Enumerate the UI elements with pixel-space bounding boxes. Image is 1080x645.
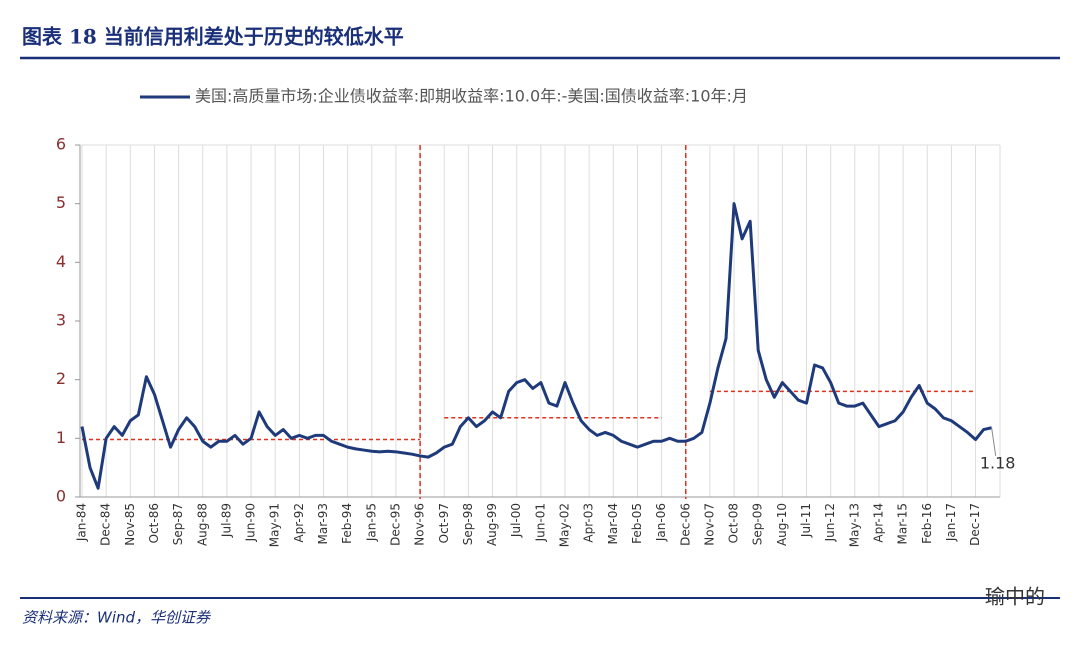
x-tick-label: Dec-95 bbox=[388, 503, 402, 546]
x-tick-label: May-91 bbox=[268, 503, 282, 547]
x-tick-label: Sep-09 bbox=[751, 503, 765, 545]
x-tick-label: Apr-03 bbox=[582, 503, 596, 543]
x-tick-label: Feb-94 bbox=[340, 503, 354, 544]
source: 资料来源：Wind，华创证券 bbox=[22, 609, 211, 627]
y-tick-label: 1 bbox=[56, 428, 66, 447]
x-tick-label: Jan-06 bbox=[654, 503, 668, 542]
x-tick-label: Dec-84 bbox=[99, 503, 113, 546]
data-label: 1.18 bbox=[980, 453, 1016, 472]
x-tick-label: Sep-87 bbox=[171, 503, 185, 545]
x-tick-label: Mar-93 bbox=[316, 503, 330, 544]
x-tick-label: Jun-01 bbox=[533, 503, 547, 542]
x-tick-label: Jul-89 bbox=[219, 503, 233, 538]
x-tick-label: Jan-84 bbox=[75, 503, 89, 542]
y-tick-label: 0 bbox=[56, 487, 66, 506]
x-tick-label: May-13 bbox=[847, 503, 861, 547]
x-tick-label: Dec-06 bbox=[678, 503, 692, 546]
x-tick-label: Feb-16 bbox=[920, 503, 934, 544]
legend-label: 美国:高质量市场:企业债收益率:即期收益率:10.0年:-美国:国债收益率:10… bbox=[195, 87, 748, 106]
y-tick-label: 4 bbox=[56, 252, 66, 271]
x-tick-label: Oct-97 bbox=[437, 503, 451, 543]
x-tick-label: Sep-98 bbox=[461, 503, 475, 545]
x-tick-label: Jun-90 bbox=[244, 503, 258, 542]
x-tick-label: Mar-15 bbox=[896, 503, 910, 544]
x-tick-label: Oct-86 bbox=[147, 503, 161, 543]
x-tick-label: Aug-88 bbox=[195, 503, 209, 546]
x-tick-label: Jan-95 bbox=[364, 503, 378, 542]
x-tick-label: Nov-96 bbox=[413, 503, 427, 546]
x-tick-label: Aug-99 bbox=[485, 503, 499, 546]
x-tick-label: Dec-17 bbox=[968, 503, 982, 546]
x-tick-label: Aug-10 bbox=[775, 503, 789, 546]
x-tick-label: Mar-04 bbox=[606, 503, 620, 544]
series-line bbox=[80, 202, 992, 490]
x-tick-label: Feb-05 bbox=[630, 503, 644, 544]
x-tick-label: Nov-07 bbox=[702, 503, 716, 546]
y-tick-label: 6 bbox=[56, 135, 66, 154]
chart-title: 图表 18 当前信用利差处于历史的较低水平 bbox=[22, 25, 404, 49]
label-leader bbox=[991, 427, 997, 456]
x-tick-label: Jul-11 bbox=[799, 503, 813, 538]
x-tick-label: Jun-12 bbox=[823, 503, 837, 542]
x-tick-label: Nov-85 bbox=[123, 503, 137, 546]
y-tick-label: 2 bbox=[56, 369, 66, 388]
x-tick-label: Apr-14 bbox=[871, 503, 885, 543]
watermark: 瑜中的 bbox=[985, 585, 1045, 609]
x-tick-label: Oct-08 bbox=[727, 503, 741, 543]
x-tick-label: Apr-92 bbox=[292, 503, 306, 543]
x-tick-label: May-02 bbox=[558, 503, 572, 547]
y-tick-label: 5 bbox=[56, 193, 66, 212]
x-tick-label: Jul-00 bbox=[509, 503, 523, 538]
x-tick-label: Jan-17 bbox=[944, 503, 958, 542]
y-tick-label: 3 bbox=[56, 311, 66, 330]
